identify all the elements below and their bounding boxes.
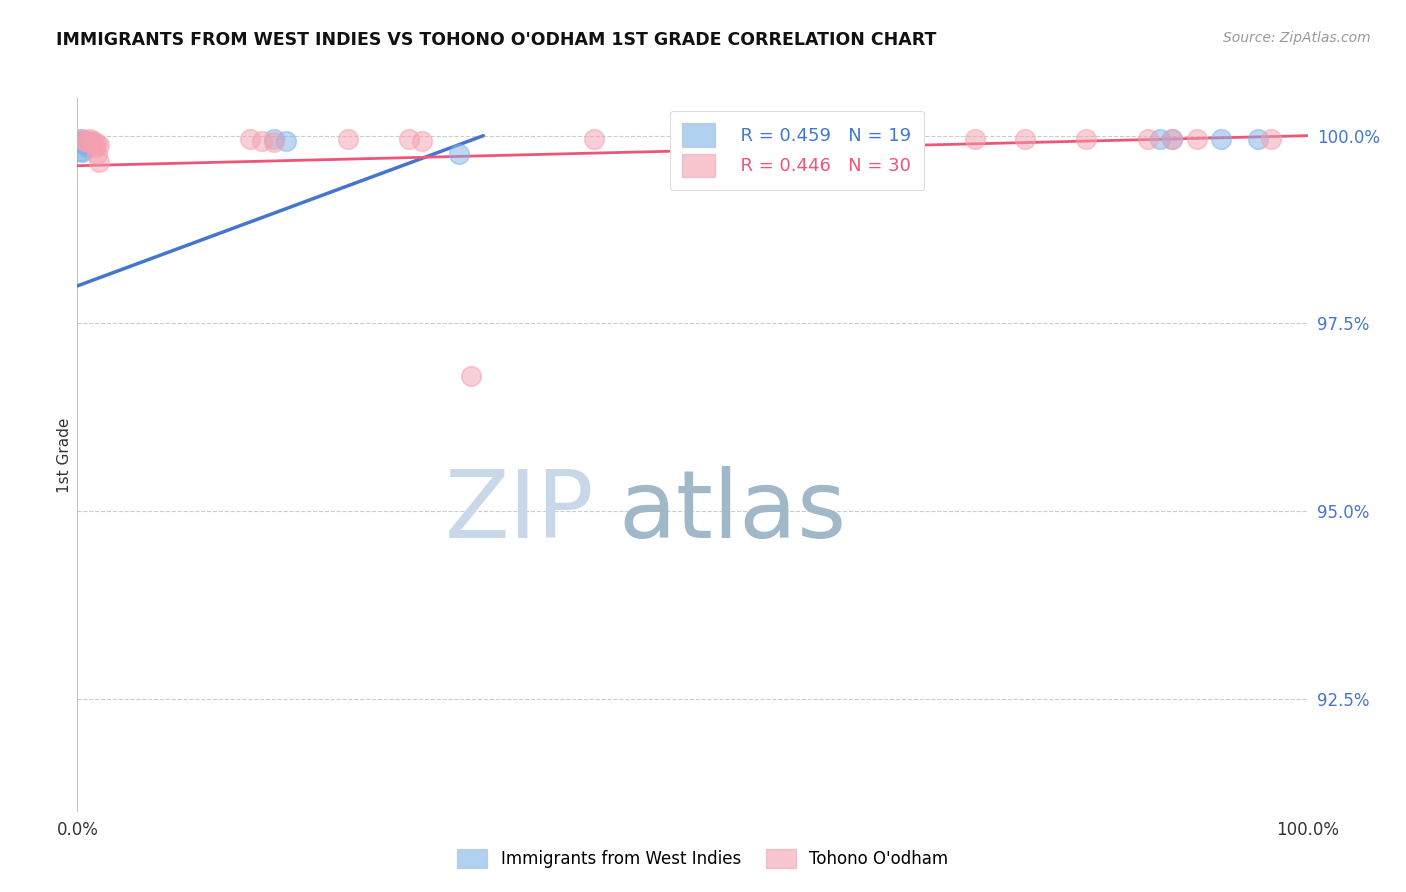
Point	[1185, 132, 1208, 146]
Text: IMMIGRANTS FROM WEST INDIES VS TOHONO O'ODHAM 1ST GRADE CORRELATION CHART: IMMIGRANTS FROM WEST INDIES VS TOHONO O'…	[56, 31, 936, 49]
Y-axis label: 1st Grade: 1st Grade	[56, 417, 72, 492]
Point	[83, 140, 105, 154]
Point	[82, 136, 104, 151]
Point	[1014, 132, 1036, 146]
Point	[75, 138, 97, 153]
Point	[70, 144, 93, 158]
Point	[398, 132, 420, 146]
Point	[792, 132, 814, 146]
Point	[263, 132, 285, 146]
Point	[965, 132, 987, 146]
Point	[447, 147, 470, 161]
Point	[89, 155, 111, 169]
Point	[82, 134, 104, 148]
Point	[70, 145, 93, 160]
Point	[841, 132, 863, 146]
Point	[718, 132, 741, 146]
Point	[742, 132, 765, 146]
Point	[1136, 132, 1159, 146]
Point	[73, 134, 96, 148]
Text: ZIP: ZIP	[444, 466, 595, 558]
Point	[1260, 132, 1282, 146]
Point	[250, 134, 273, 148]
Text: Source: ZipAtlas.com: Source: ZipAtlas.com	[1223, 31, 1371, 45]
Point	[239, 132, 262, 146]
Legend:   R = 0.459   N = 19,   R = 0.446   N = 30: R = 0.459 N = 19, R = 0.446 N = 30	[669, 111, 924, 190]
Point	[337, 132, 360, 146]
Point	[1211, 132, 1233, 146]
Text: atlas: atlas	[619, 466, 846, 558]
Point	[411, 134, 433, 148]
Point	[583, 132, 606, 146]
Point	[76, 140, 98, 154]
Point	[263, 136, 285, 150]
Point	[70, 132, 93, 146]
Point	[70, 134, 93, 148]
Point	[86, 147, 108, 161]
Point	[70, 132, 93, 146]
Point	[1161, 132, 1184, 146]
Point	[77, 134, 100, 148]
Point	[83, 136, 105, 150]
Point	[73, 136, 96, 151]
Point	[76, 136, 98, 150]
Point	[72, 136, 94, 150]
Point	[79, 132, 101, 146]
Legend: Immigrants from West Indies, Tohono O'odham: Immigrants from West Indies, Tohono O'od…	[451, 842, 955, 875]
Point	[1076, 132, 1098, 146]
Point	[1247, 132, 1270, 146]
Point	[1149, 132, 1171, 146]
Point	[890, 132, 912, 146]
Point	[89, 138, 111, 153]
Point	[460, 369, 482, 384]
Point	[86, 136, 108, 151]
Point	[276, 134, 298, 148]
Point	[79, 136, 101, 150]
Point	[1161, 132, 1184, 146]
